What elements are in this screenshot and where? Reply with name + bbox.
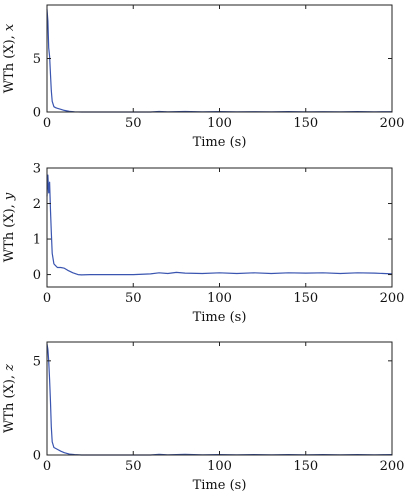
- x-tick-label-z: 50: [125, 459, 142, 474]
- chart-panel-y: 0 50 100 150 200 0 1 2 3 Time (s) WTh (X), y: [2, 162, 404, 326]
- x-axis-label-x: Time (s): [193, 135, 247, 150]
- x-tick-label-y: 150: [293, 291, 318, 306]
- y-tick-label-z: 0: [33, 449, 41, 464]
- x-tick-label-z: 200: [380, 459, 404, 474]
- x-tick-label-x: 50: [125, 116, 142, 131]
- x-tick-label-y: 0: [43, 291, 51, 306]
- y-tick-label-y: 2: [33, 197, 41, 212]
- series-line-y: [46, 174, 393, 276]
- series-line-x: [46, 9, 393, 113]
- y-tick-label-y: 0: [33, 268, 41, 283]
- y-tick-label-y: 1: [33, 233, 41, 248]
- y-tick-label-z: 5: [33, 354, 41, 369]
- x-tick-label-y: 50: [125, 291, 142, 306]
- y-axis-label-z: WTh (X), z: [2, 364, 17, 433]
- x-tick-label-x: 200: [380, 116, 404, 131]
- x-axis-label-y: Time (s): [193, 310, 247, 325]
- y-axis-label-x: WTh (X), x: [2, 23, 17, 93]
- x-tick-label-x: 0: [43, 116, 51, 131]
- x-tick-label-z: 100: [207, 459, 232, 474]
- x-tick-label-x: 150: [293, 116, 318, 131]
- x-axis-label-z: Time (s): [193, 478, 247, 493]
- plot-frame-z: [46, 341, 393, 456]
- chart-panel-z: 0 50 100 150 200 0 5 Time (s) WTh (X), z: [2, 341, 404, 493]
- y-tick-label-x: 5: [33, 52, 41, 67]
- x-tick-label-y: 100: [207, 291, 232, 306]
- chart-panel-x: 0 50 100 150 200 0 5 Time (s) WTh (X), x: [2, 4, 404, 150]
- plot-frame-y: [46, 167, 393, 288]
- y-axis-label-y: WTh (X), y: [2, 192, 17, 262]
- plot-frame-x: [46, 4, 393, 113]
- x-tick-label-z: 0: [43, 459, 51, 474]
- x-tick-label-x: 100: [207, 116, 232, 131]
- y-tick-label-x: 0: [33, 106, 41, 121]
- x-tick-label-z: 150: [293, 459, 318, 474]
- x-tick-label-y: 200: [380, 291, 404, 306]
- series-line-z: [46, 343, 393, 456]
- y-tick-label-y: 3: [33, 162, 41, 177]
